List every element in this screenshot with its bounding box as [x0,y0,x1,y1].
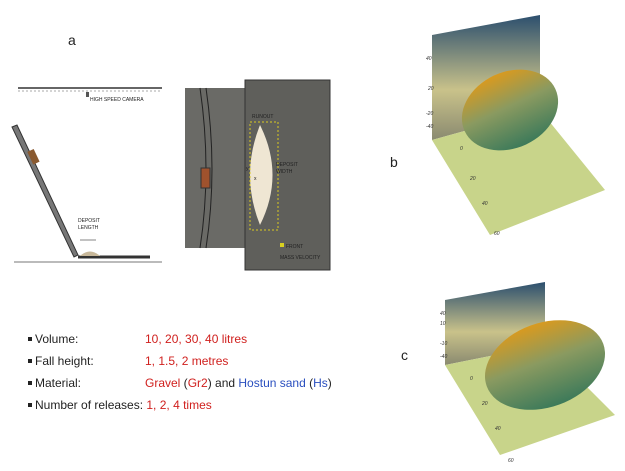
item-value: 1, 2, 4 times [143,398,212,420]
list-item: Material:Gravel (Gr2) and Hostun sand (H… [28,376,332,398]
list-item: Volume:10, 20, 30, 40 litres [28,332,332,354]
width-label: WIDTH [276,169,293,175]
panel-label: c [401,347,408,363]
chute-plan [185,88,245,248]
item-name: Material: [35,376,145,398]
item-value: 10, 20, 30, 40 litres [145,332,247,354]
tick-label: -10 [440,341,447,347]
value-part: Gr2 [188,376,208,390]
item-name: Number of releases: [35,398,143,420]
runout-label: RUNOUT [252,114,273,120]
value-part: Hs [313,376,328,390]
value-part: 1, 2, 4 times [143,398,212,412]
deposit-length: DEPOSIT [78,218,100,224]
tick-label: 0 [460,146,463,152]
tick-label: -40 [426,124,433,130]
tick-label: 20 [469,176,476,182]
item-name: Fall height: [35,354,145,376]
panel-label: b [390,154,398,170]
tick-label: -40 [440,354,447,360]
deposit [80,252,100,257]
bullet [28,359,32,363]
mass-plan [201,168,210,188]
tick-label: 0 [470,376,473,382]
tick-label: 10 [440,321,446,327]
deposit-length: LENGTH [78,225,99,231]
value-part: 1, 1.5, 2 metres [145,354,228,368]
width-label: DEPOSIT [276,162,298,168]
value-part: ) and [208,376,239,390]
velocity-marker [280,243,284,247]
value-part: ) [328,376,332,390]
velocity-label: MASS VELOCITY [280,255,321,261]
item-name: Volume: [35,332,145,354]
velocity-label: FRONT [286,244,303,250]
item-value: 1, 1.5, 2 metres [145,354,228,376]
panel-label: a [68,32,76,48]
tick-label: -20 [426,111,433,117]
tick-label: 60 [494,231,500,237]
tick-label: 40 [482,201,488,207]
value-part: Hostun sand [238,376,305,390]
item-value: Gravel (Gr2) and Hostun sand (Hs) [145,376,332,398]
list-item: Number of releases: 1, 2, 4 times [28,398,332,420]
tick-label: 40 [495,426,501,432]
value-part: Gravel [145,376,180,390]
list-item: Fall height:1, 1.5, 2 metres [28,354,332,376]
tick-label: 20 [481,401,488,407]
chute [12,125,78,257]
tick-label: 40 [440,311,446,317]
camera [86,92,89,97]
value-part: ( [180,376,187,390]
bullet [28,381,32,385]
tick-label: 20 [427,86,434,92]
bullet [28,337,32,341]
bullet [28,403,32,407]
value-part: 10, 20, 30, 40 litres [145,332,247,346]
slide: a HIGH SPEED CAMERA DEPOSIT LENGTH RUNOU… [0,0,625,471]
camera-label: HIGH SPEED CAMERA [90,97,144,103]
tick-label: 60 [508,458,514,464]
tick-label: 40 [426,56,432,62]
